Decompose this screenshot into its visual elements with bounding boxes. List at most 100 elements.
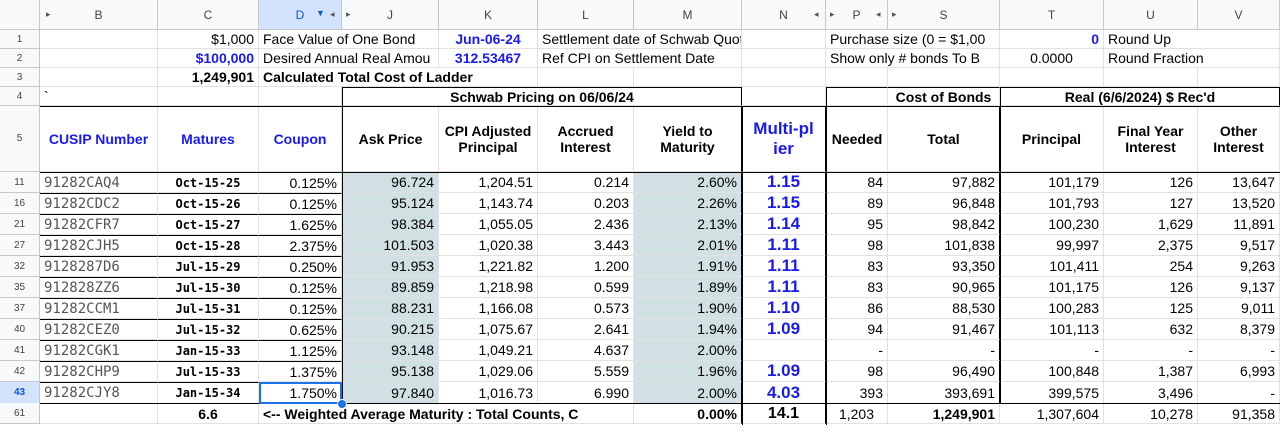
other-interest-cell[interactable]: -: [1198, 340, 1280, 361]
final-year-cell[interactable]: -: [1104, 340, 1198, 361]
desired-income-label[interactable]: Desired Annual Real Amou: [259, 49, 439, 68]
column-group-toggle-icon[interactable]: ◂: [330, 9, 335, 19]
ytm-cell[interactable]: 1.96%: [634, 361, 742, 382]
accrued-interest-cell[interactable]: 0.214: [538, 172, 634, 193]
cpi-adjusted-cell[interactable]: 1,143.74: [439, 193, 538, 214]
cpi-adjusted-cell[interactable]: 1,166.08: [439, 298, 538, 319]
total-cost-cell[interactable]: 1,249,901: [158, 68, 259, 87]
multiplier-cell[interactable]: 1.15: [742, 172, 826, 193]
cusip-cell[interactable]: 912828ZZ6: [40, 277, 158, 298]
row-header-35[interactable]: 35: [0, 277, 40, 298]
cusip-cell[interactable]: 91282CDC2: [40, 193, 158, 214]
ask-price-cell[interactable]: 101.503: [342, 235, 439, 256]
footer-other-interest-cell[interactable]: 91,358: [1198, 403, 1280, 424]
cusip-cell[interactable]: 91282CJY8: [40, 382, 158, 404]
column-header-n[interactable]: N: [742, 0, 826, 30]
cpi-adjusted-cell[interactable]: 1,020.38: [439, 235, 538, 256]
cusip-cell[interactable]: 91282CGK1: [40, 340, 158, 361]
ask-price-cell[interactable]: 89.859: [342, 277, 439, 298]
empty-cell[interactable]: [1000, 68, 1104, 87]
coupon-cell[interactable]: 0.125%: [259, 193, 342, 214]
maturity-cell[interactable]: Oct-15-26: [158, 193, 259, 214]
other-interest-header[interactable]: Other Interest: [1198, 106, 1280, 172]
coupon-cell[interactable]: 0.250%: [259, 256, 342, 277]
show-only-label[interactable]: Show only # bonds To B: [826, 49, 1000, 68]
ref-cpi-cell[interactable]: 312.53467: [439, 49, 538, 68]
empty-cell[interactable]: [158, 87, 259, 106]
total-header[interactable]: Total: [888, 106, 1000, 172]
multiplier-cell[interactable]: 1.11: [742, 277, 826, 298]
row-header-3[interactable]: 3: [0, 68, 40, 87]
other-interest-cell[interactable]: 13,647: [1198, 172, 1280, 193]
empty-cell[interactable]: [1198, 68, 1280, 87]
accrued-interest-cell[interactable]: 3.443: [538, 235, 634, 256]
column-header-s[interactable]: S: [888, 0, 1000, 30]
other-interest-cell[interactable]: 9,517: [1198, 235, 1280, 256]
final-year-cell[interactable]: 1,629: [1104, 214, 1198, 235]
wam-cell[interactable]: 6.6: [158, 403, 259, 424]
purchase-size-value[interactable]: 0: [1000, 30, 1104, 49]
footer-principal-cell[interactable]: 1,307,604: [1000, 403, 1104, 424]
ask-price-cell[interactable]: 97.840: [342, 382, 439, 404]
needed-cell[interactable]: 86: [826, 298, 888, 319]
row-header-61[interactable]: 61: [0, 403, 40, 424]
other-interest-cell[interactable]: 8,379: [1198, 319, 1280, 340]
row-header-11[interactable]: 11: [0, 172, 40, 193]
column-group-toggle-icon[interactable]: ◂: [814, 9, 819, 19]
footer-needed-cell[interactable]: 1,203: [826, 403, 888, 424]
ytm-cell[interactable]: 2.60%: [634, 172, 742, 193]
ytm-cell[interactable]: 1.94%: [634, 319, 742, 340]
row-header-5[interactable]: 5: [0, 106, 40, 172]
fill-handle[interactable]: [337, 399, 347, 409]
cpi-adjusted-cell[interactable]: 1,075.67: [439, 319, 538, 340]
principal-cell[interactable]: 100,283: [1000, 298, 1104, 319]
multiplier-header[interactable]: Multi-pl ier: [742, 106, 826, 172]
needed-cell[interactable]: 393: [826, 382, 888, 404]
total-cell[interactable]: 96,490: [888, 361, 1000, 382]
empty-cell[interactable]: [538, 68, 634, 87]
ytm-cell[interactable]: 1.90%: [634, 298, 742, 319]
matures-header[interactable]: Matures: [158, 106, 259, 172]
cpi-adjusted-cell[interactable]: 1,218.98: [439, 277, 538, 298]
final-year-cell[interactable]: 3,496: [1104, 382, 1198, 404]
column-header-l[interactable]: L: [538, 0, 634, 30]
multiplier-cell[interactable]: 4.03: [742, 382, 826, 404]
total-cell[interactable]: 393,691: [888, 382, 1000, 404]
column-group-toggle-icon[interactable]: ▸: [830, 9, 835, 19]
column-header-k[interactable]: K: [439, 0, 538, 30]
footer-total-cell[interactable]: 1,249,901: [888, 403, 1000, 424]
ask-price-cell[interactable]: 90.215: [342, 319, 439, 340]
final-year-cell[interactable]: 126: [1104, 172, 1198, 193]
round-fraction-label[interactable]: Round Fraction: [1104, 49, 1280, 68]
cpi-adjusted-cell[interactable]: 1,055.05: [439, 214, 538, 235]
maturity-cell[interactable]: Jul-15-31: [158, 298, 259, 319]
total-cell[interactable]: -: [888, 340, 1000, 361]
empty-cell[interactable]: [634, 68, 742, 87]
final-year-cell[interactable]: 632: [1104, 319, 1198, 340]
coupon-cell[interactable]: 0.125%: [259, 172, 342, 193]
coupon-cell[interactable]: 1.125%: [259, 340, 342, 361]
empty-cell[interactable]: [826, 68, 888, 87]
show-only-value[interactable]: 0.0000: [1000, 49, 1104, 68]
ytm-cell[interactable]: 1.89%: [634, 277, 742, 298]
needed-cell[interactable]: -: [826, 340, 888, 361]
settlement-date-cell[interactable]: Jun-06-24: [439, 30, 538, 49]
empty-cell[interactable]: [259, 87, 342, 106]
wam-label[interactable]: <-- Weighted Average Maturity : Total Co…: [259, 403, 634, 424]
footer-final-year-cell[interactable]: 10,278: [1104, 403, 1198, 424]
cost-of-bonds-header[interactable]: Cost of Bonds: [888, 87, 1000, 106]
real-received-header[interactable]: Real (6/6/2024) $ Rec'd: [1000, 87, 1280, 106]
column-header-t[interactable]: T: [1000, 0, 1104, 30]
other-interest-cell[interactable]: 6,993: [1198, 361, 1280, 382]
cusip-cell[interactable]: 91282CHP9: [40, 361, 158, 382]
other-interest-cell[interactable]: 13,520: [1198, 193, 1280, 214]
total-cell[interactable]: 101,838: [888, 235, 1000, 256]
row-header-2[interactable]: 2: [0, 49, 40, 68]
purchase-size-label[interactable]: Purchase size (0 = $1,00: [826, 30, 1000, 49]
select-all-corner[interactable]: [0, 0, 40, 30]
empty-cell[interactable]: [742, 30, 826, 49]
settlement-label[interactable]: Settlement date of Schwab Quotes: [538, 30, 742, 49]
accrued-interest-cell[interactable]: 6.990: [538, 382, 634, 404]
maturity-cell[interactable]: Oct-15-25: [158, 172, 259, 193]
